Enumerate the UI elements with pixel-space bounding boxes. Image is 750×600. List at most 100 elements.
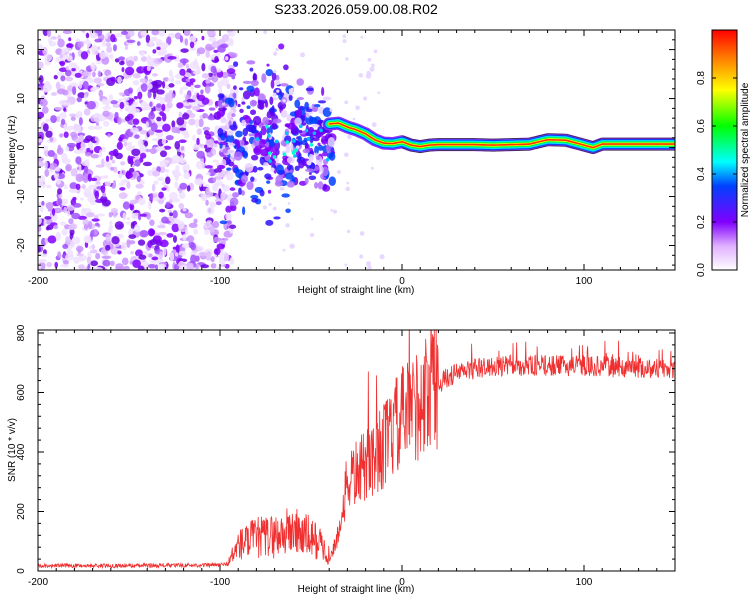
spectrogram-speckle (290, 87, 294, 92)
spectrogram-speckle (132, 118, 140, 125)
spectrogram-speckle (252, 115, 262, 125)
spectrogram-speckle (107, 133, 111, 138)
spectrogram-speckle (78, 264, 85, 270)
spectrogram-speckle (101, 255, 112, 260)
spectrogram-speckle (102, 110, 110, 117)
spectrogram-speckle (174, 181, 179, 189)
spectrogram-speckle (369, 66, 375, 72)
spectrogram-speckle (205, 250, 212, 259)
spectrogram-speckle (182, 208, 187, 212)
spectrogram-speckle (280, 83, 289, 87)
spectrogram-speckle (57, 188, 63, 195)
spectrogram-speckle (115, 263, 124, 270)
spectrogram-hotspot (268, 159, 272, 163)
spectrogram-speckle (90, 249, 98, 254)
spectrogram-speckle (119, 169, 123, 179)
spectrogram-speckle (126, 39, 136, 43)
spectrogram-speckle (272, 147, 277, 155)
spectrogram-speckle (176, 102, 184, 109)
spectrogram-speckle (240, 190, 245, 196)
spectrogram-speckle (196, 92, 200, 99)
spectrogram-speckle (314, 145, 319, 156)
spectrogram-speckle (166, 36, 172, 46)
spectrogram-speckle (207, 77, 214, 81)
spectrogram-speckle (91, 218, 100, 222)
spectrogram-speckle (212, 159, 219, 163)
spectrogram-speckle (130, 251, 134, 255)
spectrogram-speckle (298, 129, 303, 134)
spectrogram-speckle (130, 127, 139, 134)
spectrogram-speckle (88, 245, 93, 250)
spectrogram-speckle (200, 194, 207, 198)
spectrogram-speckle (189, 78, 196, 83)
spectrogram-speckle (117, 76, 122, 84)
spectrogram-speckle (64, 69, 72, 77)
spectrogram-speckle (99, 51, 107, 59)
spectrogram-speckle (67, 225, 76, 231)
spectrogram-speckle (103, 175, 109, 179)
spectrogram-speckle (180, 129, 189, 136)
spectrogram-speckle (149, 219, 155, 226)
spectrogram-speckle (225, 212, 232, 221)
spectrogram-speckle (87, 126, 97, 130)
spectrogram-speckle (344, 263, 348, 267)
spectrogram-speckle (149, 193, 154, 201)
spectrogram-speckle (68, 62, 77, 69)
spectrogram-speckle (322, 96, 332, 101)
spectrogram-speckle (75, 173, 84, 183)
spectrogram-speckle (162, 159, 170, 164)
spectrogram-speckle (345, 186, 351, 192)
spectrogram-speckle (159, 208, 166, 213)
spectrogram-speckle (82, 174, 89, 183)
spectrogram-speckle (355, 105, 360, 111)
spectrogram-speckle (164, 168, 170, 173)
spectrogram-speckle (205, 50, 210, 58)
spectrogram-speckle (118, 92, 124, 96)
colorbar-tick-label: 0.8 (696, 71, 707, 85)
spectrogram-speckle (286, 164, 292, 171)
spectrogram-speckle (90, 45, 98, 52)
spectrogram-speckle (178, 139, 187, 143)
spectrogram-speckle (39, 205, 44, 213)
spectrogram-speckle (145, 121, 149, 129)
spectrogram-speckle (93, 229, 98, 236)
spectrogram-speckle (111, 236, 120, 245)
spectrogram-speckle (108, 94, 114, 102)
spectrogram-speckle (238, 139, 245, 146)
spectrogram-speckle (179, 68, 186, 76)
spectrogram-speckle (50, 115, 57, 124)
spectrogram-speckle (168, 192, 178, 200)
spectrogram-speckle (95, 222, 100, 227)
spectrogram-x-tick-label: -200 (28, 276, 48, 287)
spectrogram-speckle (146, 212, 151, 220)
spectrogram-speckle (272, 92, 277, 97)
spectrogram-speckle (67, 144, 75, 152)
spectrogram-speckle (213, 49, 219, 53)
spectrogram-speckle (136, 41, 141, 47)
spectrogram-speckle (94, 50, 99, 55)
spectrogram-speckle (213, 236, 220, 243)
spectrogram-speckle (342, 39, 347, 44)
spectrogram-speckle (192, 134, 196, 142)
spectrogram-speckle (201, 196, 207, 202)
spectrogram-speckle (188, 241, 195, 249)
spectrogram-speckle (156, 89, 165, 95)
spectrogram-speckle (222, 184, 230, 192)
spectrogram-speckle (257, 99, 261, 105)
spectrogram-speckle (159, 42, 169, 49)
spectrogram-speckle (267, 189, 272, 194)
spectrogram-hotspot (309, 143, 314, 147)
spectrogram-speckle (41, 106, 49, 114)
spectrogram-speckle (151, 256, 159, 261)
spectrogram-speckle (305, 87, 314, 92)
spectrogram-speckle (96, 213, 106, 217)
spectrogram-speckle (317, 181, 324, 190)
ridge-edge-line (401, 145, 675, 154)
spectrogram-speckle (294, 117, 302, 127)
spectrogram-speckle (150, 122, 158, 132)
spectrogram-speckle (168, 83, 175, 88)
spectrogram-speckle (370, 166, 374, 170)
spectrogram-speckle (101, 39, 107, 47)
spectrogram-speckle (138, 254, 147, 260)
